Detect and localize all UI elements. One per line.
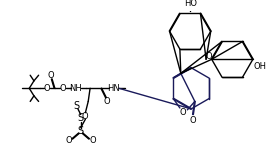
Text: O: O (44, 84, 50, 93)
Text: S: S (78, 113, 84, 123)
Text: O: O (190, 116, 196, 125)
Text: NH: NH (69, 84, 81, 93)
Text: O: O (60, 84, 66, 93)
Text: O: O (65, 136, 72, 145)
Text: O: O (90, 136, 96, 145)
Text: S: S (73, 101, 79, 111)
Text: HO: HO (184, 0, 197, 8)
Text: O: O (47, 71, 54, 80)
Text: S: S (78, 126, 84, 136)
Text: O: O (104, 97, 110, 106)
Text: O: O (81, 112, 88, 121)
Text: OH: OH (254, 62, 267, 71)
Text: O: O (206, 52, 212, 61)
Text: O: O (179, 108, 186, 117)
Text: HN: HN (107, 84, 120, 93)
